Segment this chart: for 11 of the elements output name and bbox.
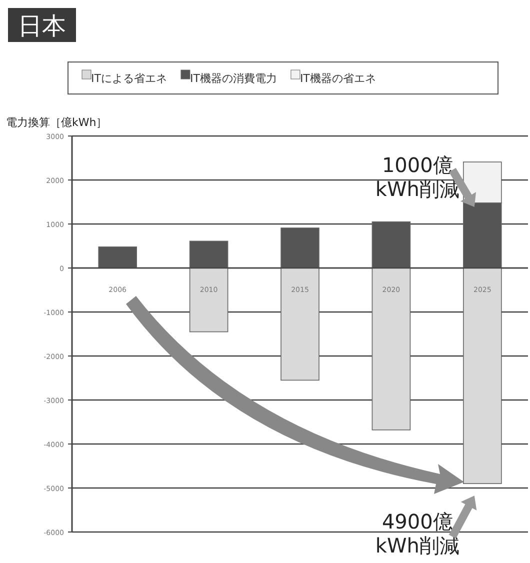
bar [463,268,502,484]
bar [189,268,228,332]
bar [280,268,320,381]
legend-label: IT機器の消費電力 [190,72,277,85]
bar [98,246,137,268]
annotation: 4900億 kWh削減 [375,510,460,558]
legend-label: ITによる省エネ [91,72,167,85]
y-axis-title: 電力換算［億kWh］ [6,116,108,129]
bar [372,268,411,430]
legend-label: IT機器の省エネ [300,72,376,85]
chart-title: 日本 [18,12,66,40]
